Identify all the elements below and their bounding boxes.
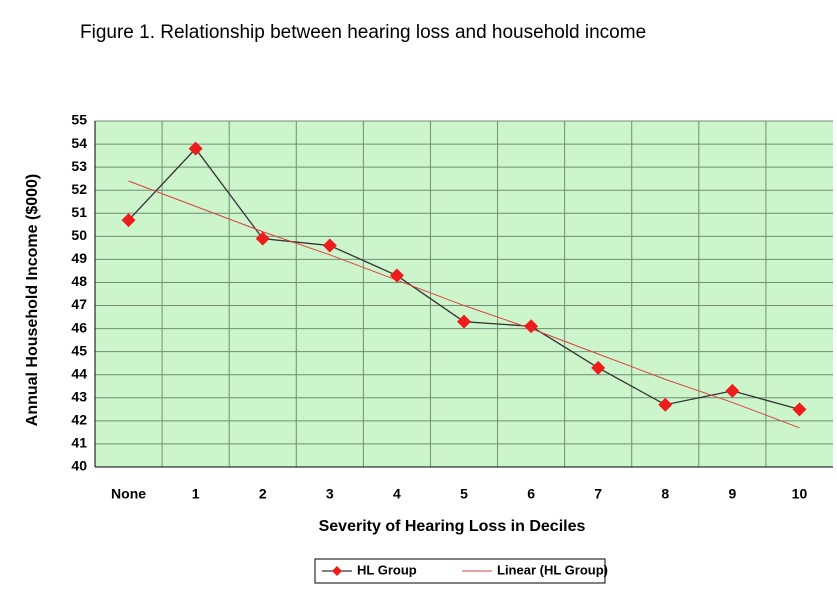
y-tick-label: 52 xyxy=(71,181,87,197)
y-tick-label: 48 xyxy=(71,273,87,289)
y-tick-label: 51 xyxy=(71,204,87,220)
y-tick-label: 54 xyxy=(71,135,87,151)
data-point xyxy=(389,268,404,283)
y-tick-label: 46 xyxy=(71,319,87,335)
data-point xyxy=(457,314,471,329)
legend-box xyxy=(314,558,606,584)
data-point xyxy=(255,231,270,246)
y-tick-label: 40 xyxy=(71,458,87,474)
x-tick-label: 5 xyxy=(460,486,468,502)
y-tick-label: 44 xyxy=(71,365,87,381)
y-tick-label: 43 xyxy=(71,389,87,405)
x-tick-label: 9 xyxy=(728,486,736,502)
x-tick-label: 6 xyxy=(527,486,535,502)
x-tick-label: 10 xyxy=(792,486,808,502)
legend-marker xyxy=(332,566,342,576)
y-tick-label: 41 xyxy=(71,435,87,451)
legend-label: Linear (HL Group) xyxy=(497,562,608,577)
data-point xyxy=(658,397,673,412)
data-point xyxy=(322,238,337,253)
legend-label: HL Group xyxy=(357,562,417,577)
x-tick-label: 1 xyxy=(192,486,200,502)
data-point xyxy=(591,360,606,375)
chart-title: Figure 1. Relationship between hearing l… xyxy=(80,22,646,43)
y-axis-title: Annual Household Income ($000) xyxy=(24,174,41,426)
series-line xyxy=(128,180,800,429)
x-tick-label: 4 xyxy=(393,486,401,502)
data-point xyxy=(524,319,539,334)
x-tick-label: 7 xyxy=(594,486,602,502)
data-point xyxy=(121,213,136,228)
plot-area xyxy=(95,121,833,467)
x-tick-label: 2 xyxy=(259,486,267,502)
data-point xyxy=(725,383,740,398)
y-tick-label: 42 xyxy=(71,412,87,428)
y-tick-label: 45 xyxy=(71,342,87,358)
y-tick-label: 49 xyxy=(71,250,87,266)
x-tick-label: 3 xyxy=(326,486,334,502)
data-point xyxy=(792,402,807,417)
y-tick-label: 47 xyxy=(71,296,87,312)
x-axis-title: Severity of Hearing Loss in Deciles xyxy=(319,518,586,535)
x-tick-label: None xyxy=(111,486,146,502)
y-tick-label: 53 xyxy=(71,158,87,174)
data-point xyxy=(188,141,203,156)
x-tick-label: 8 xyxy=(661,486,669,502)
y-tick-label: 50 xyxy=(71,227,87,243)
y-tick-label: 55 xyxy=(71,112,87,128)
